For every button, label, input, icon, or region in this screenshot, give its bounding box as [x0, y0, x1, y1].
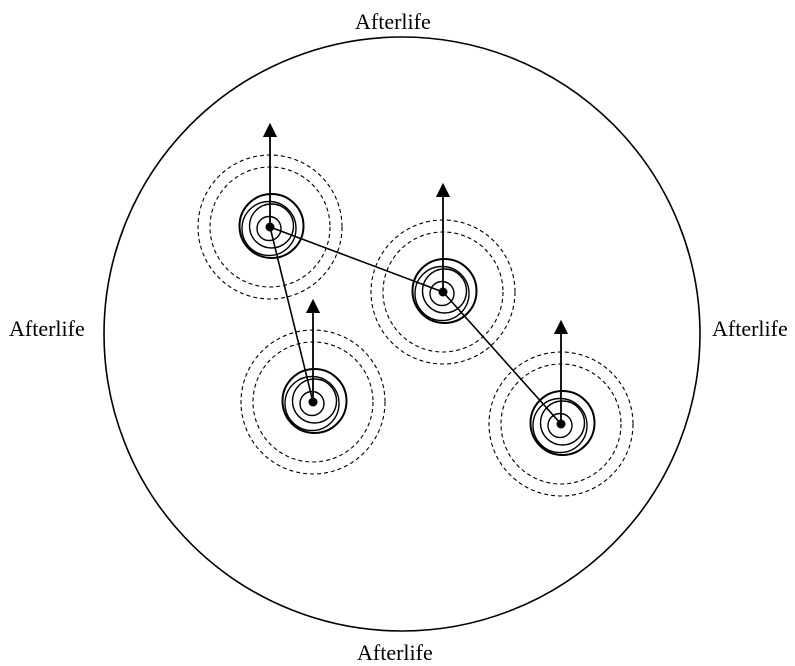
solid-ring — [539, 400, 586, 446]
solid-ring — [281, 368, 348, 434]
solid-ring — [238, 193, 305, 259]
solid-ring — [241, 200, 297, 257]
node-group — [197, 122, 634, 497]
node-4 — [488, 319, 634, 497]
solid-ring — [291, 378, 338, 424]
node-3 — [240, 298, 386, 475]
center-dot — [556, 419, 566, 429]
node-1 — [197, 122, 343, 300]
node-2 — [370, 182, 516, 365]
center-dot — [265, 222, 275, 232]
solid-ring — [256, 215, 282, 242]
solid-ring — [411, 258, 478, 324]
solid-ring — [547, 412, 573, 439]
solid-ring — [299, 390, 325, 417]
solid-ring — [248, 203, 295, 249]
solid-ring — [284, 375, 340, 432]
solid-ring — [529, 390, 596, 456]
label-top: Afterlife — [355, 9, 431, 34]
label-bottom: Afterlife — [357, 640, 433, 665]
link-node-2-node-4 — [442, 291, 562, 425]
solid-ring — [429, 280, 455, 307]
solid-ring — [421, 268, 468, 314]
label-right: Afterlife — [712, 316, 788, 341]
boundary-circle — [103, 36, 701, 632]
label-left: Afterlife — [9, 316, 85, 341]
solid-ring — [532, 397, 588, 454]
center-dot — [438, 287, 448, 297]
center-dot — [308, 397, 318, 407]
solid-ring — [414, 265, 470, 322]
link-node-1-node-3 — [269, 226, 314, 403]
